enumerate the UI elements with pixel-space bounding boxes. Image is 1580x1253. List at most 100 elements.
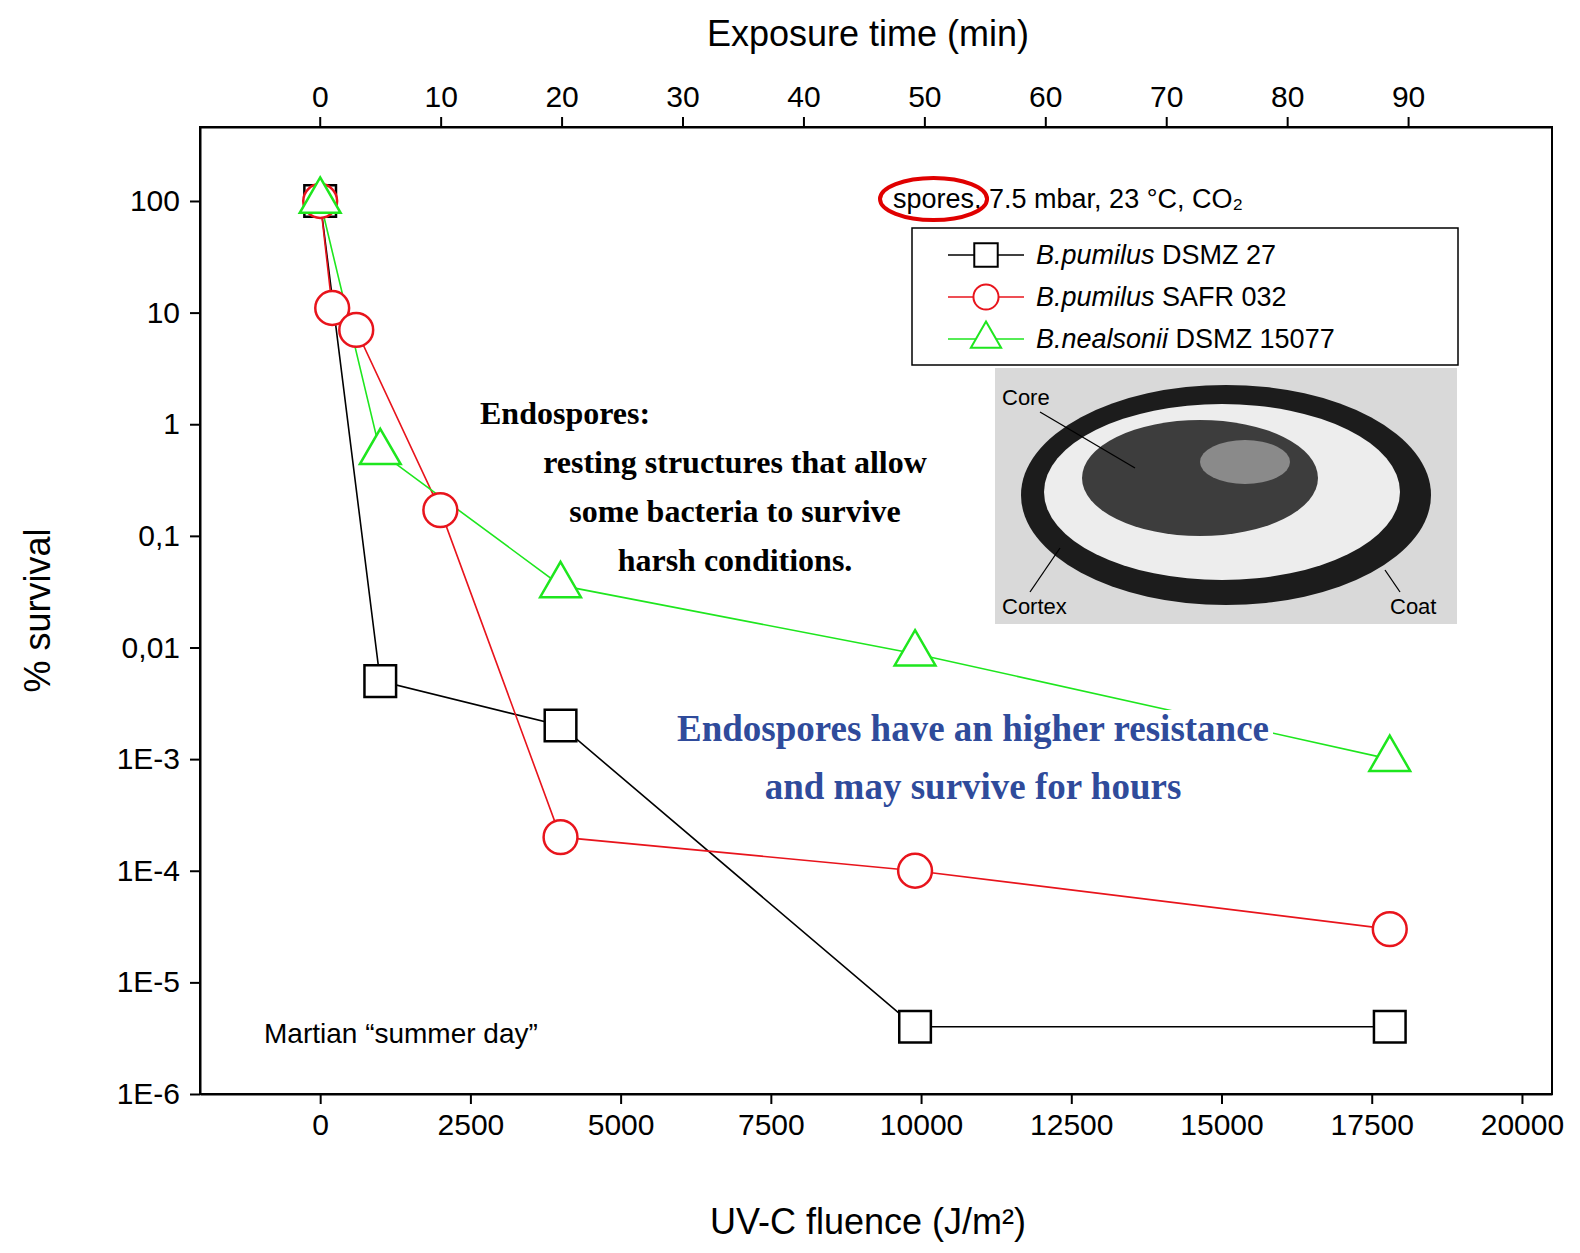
tick-label: 10 [424, 80, 457, 113]
conditions-note: spores, 7.5 mbar, 23 °C, CO₂ [893, 184, 1243, 214]
tick-mark [190, 312, 200, 314]
marker [895, 630, 936, 665]
marker [423, 493, 457, 527]
tick-label: 70 [1150, 80, 1183, 113]
tick-mark [190, 424, 200, 426]
tick-mark [1166, 117, 1168, 127]
tick: 1E-3 [117, 742, 200, 775]
tick-mark [1521, 1094, 1523, 1104]
tick: 50 [908, 80, 941, 127]
tick: 1E-5 [117, 965, 200, 998]
tick-mark [770, 1094, 772, 1104]
background [0, 0, 1580, 1253]
tick-label: 60 [1029, 80, 1062, 113]
tick: 0 [312, 80, 329, 127]
tick-mark [470, 1094, 472, 1104]
spore-cortex [1044, 404, 1400, 580]
tick-mark [190, 982, 200, 984]
highlight-ellipse [880, 178, 987, 220]
tick-mark [320, 1094, 322, 1104]
tick: 10000 [880, 1094, 963, 1141]
marker [540, 562, 581, 597]
tick-label: 12500 [1030, 1108, 1113, 1141]
x2-axis: 0102030405060708090 [201, 80, 1553, 128]
tick-mark [1408, 117, 1410, 127]
tick: 0 [312, 1094, 329, 1141]
tick-label: 15000 [1180, 1108, 1263, 1141]
tick: 15000 [1180, 1094, 1263, 1141]
spore-core-highlight [1200, 440, 1290, 484]
tick: 100 [130, 184, 200, 217]
tick: 30 [666, 80, 699, 127]
legend: B.pumilus DSMZ 27B.pumilus SAFR 032B.nea… [912, 228, 1458, 365]
tick: 60 [1029, 80, 1062, 127]
tick: 12500 [1030, 1094, 1113, 1141]
tick-mark [1071, 1094, 1073, 1104]
marker [360, 429, 401, 464]
tick: 20000 [1481, 1094, 1564, 1141]
tick-mark [921, 1094, 923, 1104]
tick-label: 10 [147, 296, 180, 329]
axis-line [201, 127, 1553, 129]
series-line [320, 201, 1390, 759]
annotation-heading: Endospores: [480, 395, 650, 431]
x2-axis-title: Exposure time (min) [707, 13, 1029, 54]
tick: 1E-6 [117, 1077, 200, 1110]
tick: 5000 [588, 1094, 655, 1141]
annotation-text: Endospores have an higher resistance [677, 708, 1269, 749]
tick: 70 [1150, 80, 1183, 127]
tick: 2500 [438, 1094, 505, 1141]
tick-label: 7500 [738, 1108, 805, 1141]
spore-coat [1021, 385, 1431, 605]
tick-label: 20 [545, 80, 578, 113]
tick-label: 20000 [1481, 1108, 1564, 1141]
chart: 0 2500 5000 7500 10000 12500 15000 17500 20000 0 1… [0, 0, 1580, 1253]
tick-mark [319, 117, 321, 127]
tick-mark [440, 117, 442, 127]
tick-mark [190, 535, 200, 537]
plot-frame [200, 127, 1552, 1094]
tick-mark [1287, 117, 1289, 127]
tick-mark [803, 117, 805, 127]
annotation-text: resting structures that allow [543, 444, 927, 480]
tick-mark [1221, 1094, 1223, 1104]
tick-label: 80 [1271, 80, 1304, 113]
tick: 80 [1271, 80, 1304, 127]
tick-mark [190, 200, 200, 202]
marker [898, 854, 932, 888]
tick-mark [561, 117, 563, 127]
axis-line [200, 128, 202, 1095]
marker [899, 1011, 931, 1043]
tick: 1E-4 [117, 854, 200, 887]
x-axis-title: UV-C fluence (J/m²) [710, 1201, 1026, 1242]
tick-label: 17500 [1331, 1108, 1414, 1141]
tick-label: 5000 [588, 1108, 655, 1141]
tick-label: 1E-4 [117, 854, 180, 887]
marker [545, 710, 577, 742]
spore-core [1082, 420, 1318, 536]
tick: 40 [787, 80, 820, 127]
micrograph-leader [1040, 412, 1135, 468]
tick-label: 1 [163, 407, 180, 440]
legend-label: B.pumilus SAFR 032 [1036, 282, 1287, 312]
tick-label: 1E-6 [117, 1077, 180, 1110]
tick: 0,1 [138, 519, 200, 552]
tick: 10 [147, 296, 200, 329]
legend-swatch-marker [971, 322, 1001, 348]
tick-mark [1045, 117, 1047, 127]
legend-swatch-marker [973, 284, 998, 309]
tick-label: 0,01 [122, 631, 180, 664]
micrograph-label: Coat [1390, 594, 1436, 619]
tick-mark [190, 647, 200, 649]
legend-label: B.nealsonii DSMZ 15077 [1036, 324, 1335, 354]
tick-label: 2500 [438, 1108, 505, 1141]
micrograph-leader [1385, 570, 1400, 592]
marker [1369, 736, 1410, 771]
tick-mark [190, 759, 200, 761]
tick: 10 [424, 80, 457, 127]
tick-mark [190, 870, 200, 872]
tick-label: 1E-3 [117, 742, 180, 775]
tick: 0,01 [122, 631, 200, 664]
micrograph-label: Core [1002, 385, 1050, 410]
marker [364, 665, 396, 697]
